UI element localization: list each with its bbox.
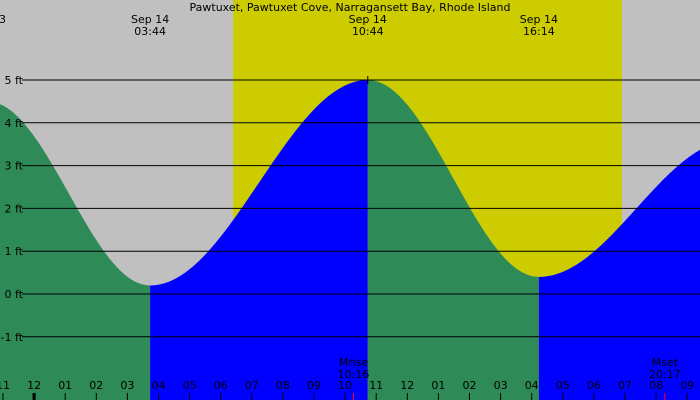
tide-event-date: Sep 14 [131, 13, 169, 26]
y-tick-label: 4 ft [5, 117, 24, 130]
y-tick-label: 5 ft [5, 74, 24, 87]
moon-event-time: 20:17 [649, 368, 681, 381]
x-tick-label: 05 [556, 379, 570, 392]
y-tick-label: 0 ft [5, 288, 24, 301]
tide-event-time: 03:44 [134, 25, 166, 38]
falling-tide-area [0, 104, 151, 400]
tide-event-time: 16:14 [523, 25, 555, 38]
tide-areas [0, 80, 700, 400]
x-tick-label: 01 [431, 379, 445, 392]
x-tick-label: 03 [494, 379, 508, 392]
tide-event-date: Sep 14 [520, 13, 558, 26]
x-tick-label: 12 [27, 379, 41, 392]
falling-tide-area [367, 80, 539, 400]
y-tick-label: 3 ft [5, 160, 24, 173]
y-tick-label: -1 ft [1, 331, 24, 344]
tide-event-time: 10:44 [352, 25, 384, 38]
x-tick-label: 04 [525, 379, 539, 392]
x-tick-label: 09 [307, 379, 321, 392]
x-tick-label: 09 [680, 379, 694, 392]
height-gridlines [22, 79, 700, 338]
moon-event-label: Mrise [339, 356, 369, 369]
x-tick-label: 02 [463, 379, 477, 392]
moon-event-label: Mset [652, 356, 679, 369]
x-tick-label: 05 [183, 379, 197, 392]
chart-title: Pawtuxet, Pawtuxet Cove, Narragansett Ba… [190, 1, 511, 14]
moon-event-time: 10:16 [338, 368, 370, 381]
x-tick-label: 08 [649, 379, 663, 392]
x-tick-label: 12 [400, 379, 414, 392]
x-tick-label: 07 [618, 379, 632, 392]
tide-markers [2, 76, 688, 400]
x-tick-label: 04 [152, 379, 166, 392]
rising-tide-area [150, 80, 368, 400]
x-tick-label: 01 [58, 379, 72, 392]
x-tick-label: 11 [0, 379, 10, 392]
corner-label: 3 [0, 13, 6, 26]
y-tick-label: 1 ft [5, 245, 24, 258]
x-tick-label: 06 [587, 379, 601, 392]
x-tick-label: 02 [89, 379, 103, 392]
x-tick-label: 07 [245, 379, 259, 392]
x-tick-label: 06 [214, 379, 228, 392]
x-tick-label: 11 [369, 379, 383, 392]
x-tick-label: 08 [276, 379, 290, 392]
x-tick-label: 10 [338, 379, 352, 392]
y-tick-label: 2 ft [5, 202, 24, 215]
x-tick-label: 03 [120, 379, 134, 392]
rising-tide-area [538, 149, 700, 400]
tide-event-date: Sep 14 [349, 13, 387, 26]
